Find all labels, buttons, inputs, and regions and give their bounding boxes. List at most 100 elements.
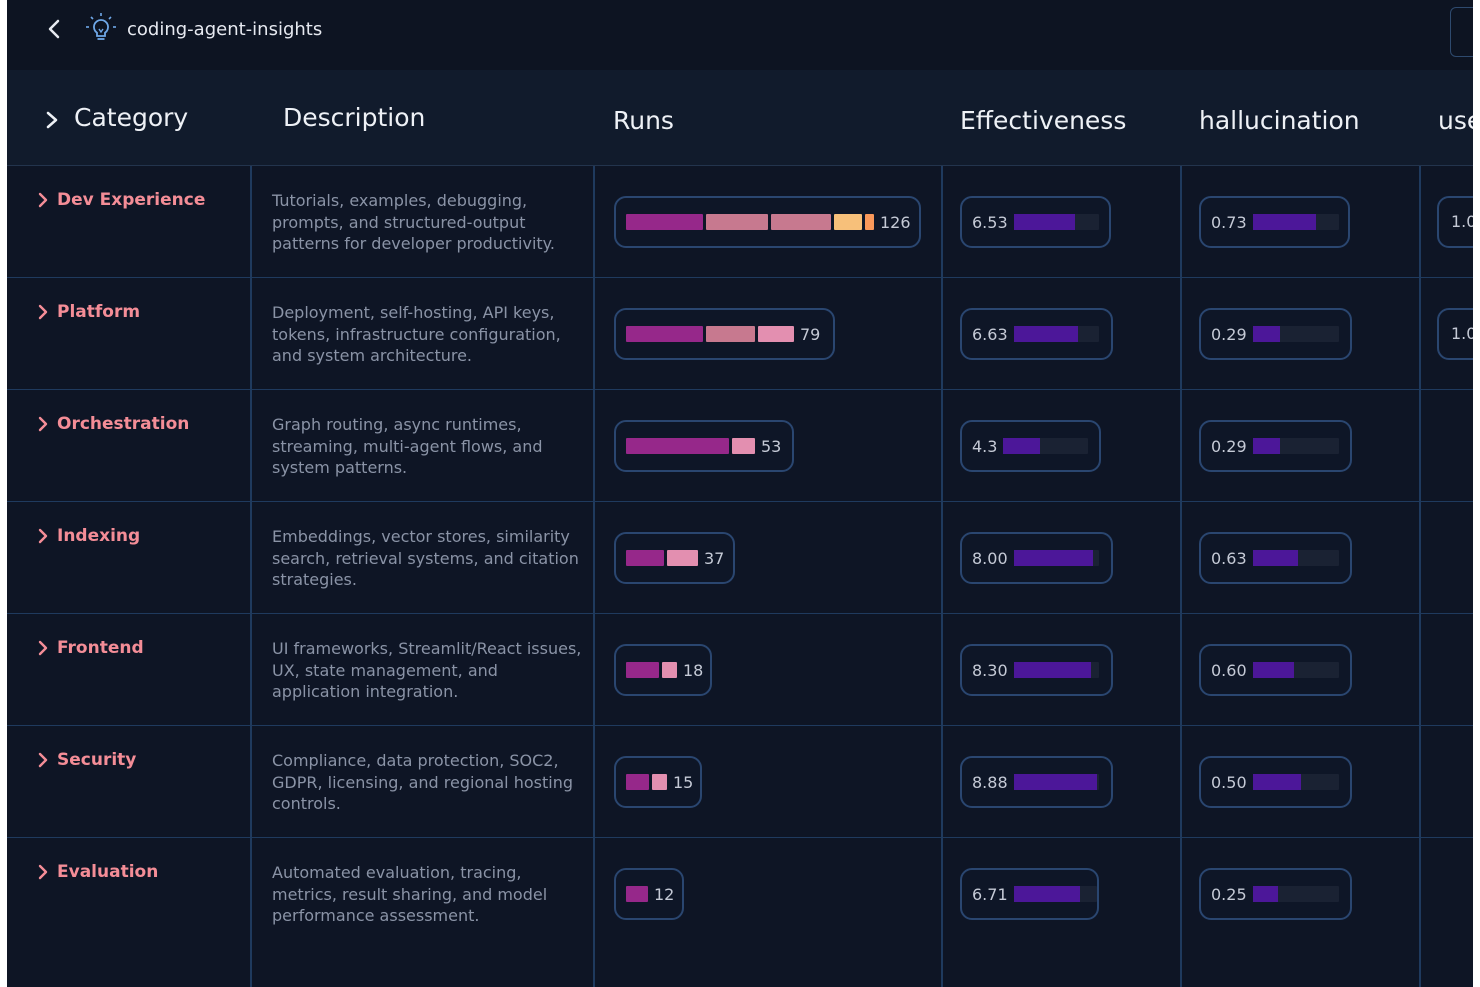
effectiveness-bar-fill — [1013, 774, 1097, 790]
hallucination-pill[interactable]: 0.63 — [1199, 532, 1352, 584]
runs-bar-segment — [626, 438, 729, 454]
category-toggle[interactable]: Evaluation — [37, 860, 158, 884]
table-row[interactable]: Evaluation Automated evaluation, tracing,… — [7, 838, 1473, 987]
chevron-right-icon[interactable] — [37, 752, 49, 768]
effectiveness-pill[interactable]: 6.63 — [960, 308, 1113, 360]
runs-stacked-bar — [626, 774, 667, 790]
column-header-runs[interactable]: Runs — [613, 106, 674, 135]
hallucination-bar-fill — [1252, 774, 1301, 790]
runs-bar-segment — [662, 662, 677, 678]
effectiveness-bar-track — [1013, 214, 1099, 230]
column-header-effectiveness[interactable]: Effectiveness — [960, 106, 1127, 135]
hallucination-pill[interactable]: 0.29 — [1199, 420, 1352, 472]
column-header-used[interactable]: use — [1438, 106, 1473, 135]
table-header: Category Description Runs Effectiveness … — [7, 70, 1473, 166]
chevron-right-icon[interactable] — [37, 640, 49, 656]
category-description: Graph routing, async runtimes, streaming… — [272, 415, 543, 477]
table-row[interactable]: Dev Experience Tutorials, examples, debug… — [7, 166, 1473, 278]
effectiveness-pill[interactable]: 8.30 — [960, 644, 1113, 696]
runs-pill[interactable]: 37 — [614, 532, 735, 584]
runs-pill[interactable]: 79 — [614, 308, 835, 360]
expand-all-chevron-icon[interactable] — [43, 110, 61, 130]
table-row[interactable]: Frontend UI frameworks, Streamlit/React i… — [7, 614, 1473, 726]
runs-count: 18 — [683, 660, 704, 680]
runs-stacked-bar — [626, 662, 677, 678]
category-toggle[interactable]: Frontend — [37, 636, 144, 660]
effectiveness-pill[interactable]: 4.3 — [960, 420, 1101, 472]
effectiveness-pill[interactable]: 8.88 — [960, 756, 1113, 808]
runs-bar-segment — [771, 214, 831, 230]
table-row[interactable]: Security Compliance, data protection, SOC… — [7, 726, 1473, 838]
runs-bar-segment — [626, 774, 649, 790]
category-label: Platform — [57, 302, 141, 322]
runs-pill[interactable]: 18 — [614, 644, 712, 696]
hallucination-bar-fill — [1252, 214, 1316, 230]
runs-bar-segment — [626, 886, 648, 902]
column-header-description[interactable]: Description — [283, 103, 426, 132]
effectiveness-value: 8.30 — [972, 660, 1008, 680]
hallucination-value: 0.60 — [1211, 660, 1247, 680]
category-label: Security — [57, 750, 137, 770]
category-toggle[interactable]: Indexing — [37, 524, 140, 548]
runs-count: 79 — [800, 324, 821, 344]
runs-bar-segment — [626, 326, 703, 342]
runs-stacked-bar — [626, 886, 648, 902]
hallucination-value: 0.63 — [1211, 548, 1247, 568]
runs-bar-segment — [706, 326, 755, 342]
chevron-right-icon[interactable] — [37, 304, 49, 320]
effectiveness-bar-track — [1003, 438, 1089, 454]
hallucination-value: 0.29 — [1211, 436, 1247, 456]
category-label: Dev Experience — [57, 190, 206, 210]
category-toggle[interactable]: Platform — [37, 300, 140, 324]
runs-stacked-bar — [626, 214, 874, 230]
runs-pill[interactable]: 12 — [614, 868, 684, 920]
effectiveness-bar-fill — [1003, 438, 1041, 454]
category-toggle[interactable]: Dev Experience — [37, 188, 205, 212]
hallucination-bar-fill — [1252, 886, 1278, 902]
hallucination-pill[interactable]: 0.60 — [1199, 644, 1352, 696]
effectiveness-bar-track — [1013, 886, 1097, 902]
runs-bar-segment — [706, 214, 768, 230]
runs-stacked-bar — [626, 550, 698, 566]
category-description: Compliance, data protection, SOC2, GDPR,… — [272, 751, 573, 813]
runs-bar-segment — [758, 326, 794, 342]
runs-bar-segment — [865, 214, 874, 230]
table-row[interactable]: Platform Deployment, self-hosting, API ke… — [7, 278, 1473, 390]
column-header-hallucination[interactable]: hallucination — [1199, 106, 1360, 135]
effectiveness-value: 8.00 — [972, 548, 1008, 568]
column-header-category[interactable]: Category — [74, 103, 189, 132]
runs-pill[interactable]: 126 — [614, 196, 921, 248]
table-row[interactable]: Indexing Embeddings, vector stores, simil… — [7, 502, 1473, 614]
table-row[interactable]: Orchestration Graph routing, async runtim… — [7, 390, 1473, 502]
effectiveness-pill[interactable]: 6.71 — [960, 868, 1099, 920]
category-description: UI frameworks, Streamlit/React issues, U… — [272, 639, 582, 701]
hallucination-bar-track — [1252, 438, 1339, 454]
hallucination-pill[interactable]: 0.73 — [1199, 196, 1350, 248]
effectiveness-bar-track — [1013, 774, 1099, 790]
runs-pill[interactable]: 53 — [614, 420, 794, 472]
used-pill[interactable]: 1.0 — [1437, 196, 1473, 248]
hallucination-pill[interactable]: 0.50 — [1199, 756, 1352, 808]
chevron-right-icon[interactable] — [37, 864, 49, 880]
category-toggle[interactable]: Security — [37, 748, 136, 772]
hallucination-bar-fill — [1252, 662, 1294, 678]
effectiveness-pill[interactable]: 6.53 — [960, 196, 1111, 248]
chevron-left-icon[interactable] — [43, 16, 65, 42]
runs-pill[interactable]: 15 — [614, 756, 702, 808]
top-right-button[interactable] — [1450, 7, 1473, 57]
hallucination-pill[interactable]: 0.29 — [1199, 308, 1352, 360]
runs-bar-segment — [834, 214, 862, 230]
effectiveness-bar-fill — [1013, 326, 1078, 342]
column-divider — [250, 166, 252, 987]
chevron-right-icon[interactable] — [37, 416, 49, 432]
used-pill[interactable]: 1.0 — [1437, 308, 1473, 360]
effectiveness-pill[interactable]: 8.00 — [960, 532, 1113, 584]
chevron-right-icon[interactable] — [37, 528, 49, 544]
app-title: coding-agent-insights — [127, 19, 323, 40]
hallucination-bar-track — [1252, 214, 1339, 230]
category-description: Deployment, self-hosting, API keys, toke… — [272, 303, 561, 365]
category-toggle[interactable]: Orchestration — [37, 412, 189, 436]
effectiveness-bar-fill — [1013, 550, 1093, 566]
hallucination-pill[interactable]: 0.25 — [1199, 868, 1352, 920]
chevron-right-icon[interactable] — [37, 192, 49, 208]
